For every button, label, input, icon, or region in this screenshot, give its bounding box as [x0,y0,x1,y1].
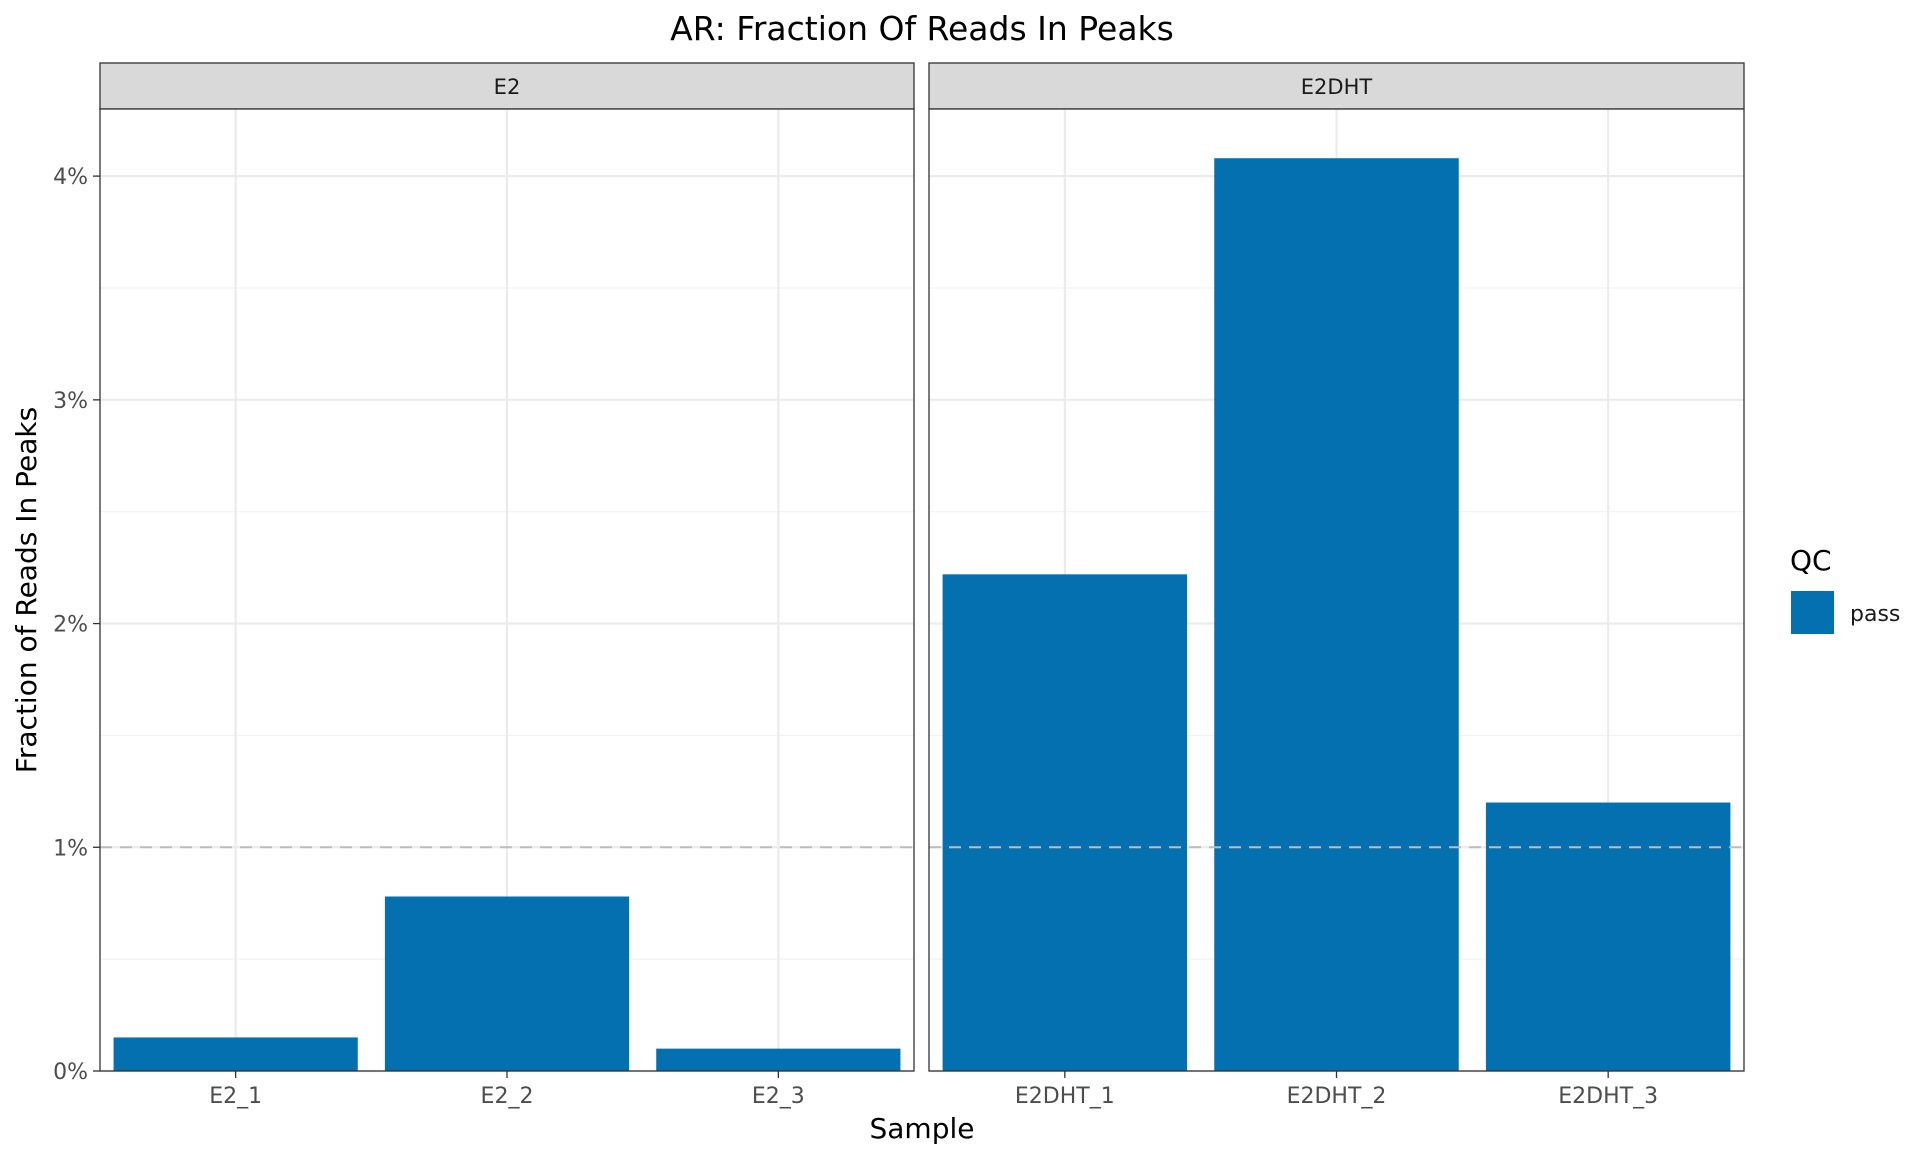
x-tick-label: E2DHT_1 [1015,1084,1115,1109]
facet-strip-label: E2 [494,75,521,99]
x-tick-label: E2_3 [752,1084,805,1109]
facet-strip [928,62,1745,110]
chart-title: AR: Fraction Of Reads In Peaks [670,9,1174,48]
x-tick-label: E2_2 [481,1084,534,1109]
bar-e2dht-2 [1214,158,1459,1071]
bar-e2-3 [656,1048,901,1071]
y-tick-label: 1% [53,836,88,861]
bar-e2-2 [384,896,630,1071]
legend-title: QC [1790,544,1832,577]
facet-strip [99,62,915,110]
y-axis-title: Fraction of Reads In Peaks [10,407,43,773]
legend-label-pass: pass [1850,602,1900,627]
facet-panel-e2: E2 E2_1 E2_2 E2_3 [99,62,915,1109]
x-tick-label: E2_1 [209,1084,262,1109]
legend-key-pass [1791,591,1834,634]
bar-e2dht-3 [1485,802,1731,1071]
x-axis-title: Sample [870,1112,975,1145]
x-tick-label: E2DHT_2 [1287,1084,1387,1109]
bar-e2-1 [113,1037,358,1071]
y-axis: 0% 1% 2% 3% 4% [53,165,100,1085]
y-tick-label: 0% [53,1060,88,1085]
y-tick-label: 2% [53,613,88,638]
x-tick-label: E2DHT_3 [1558,1084,1658,1109]
y-tick-label: 4% [53,165,88,190]
plot-area: E2 E2_1 E2_2 E2_3 E2DHT E2DHT_1 E2DHT_2 E2DHT_3… [53,62,1745,1109]
facet-panel-e2dht: E2DHT E2DHT_1 E2DHT_2 E2DHT_3 [928,62,1745,1109]
legend: QC pass [1790,544,1900,634]
y-tick-label: 3% [53,389,88,414]
bar-e2dht-1 [942,574,1188,1071]
facet-strip-label: E2DHT [1301,75,1373,99]
